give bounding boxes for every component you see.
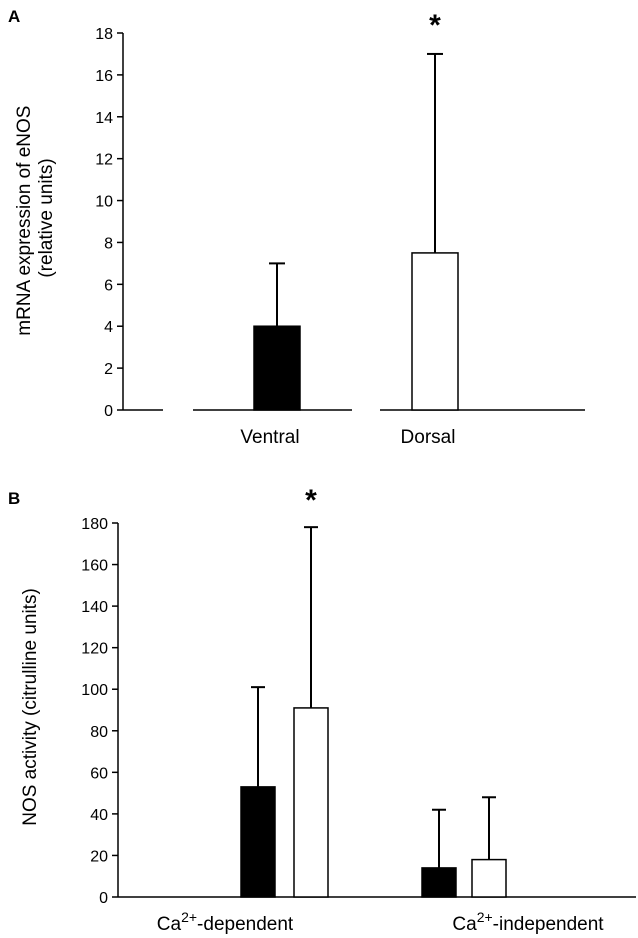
category-label-base: Ca bbox=[157, 914, 182, 935]
panel-b-y-axis-title: NOS activity (citrulline units) bbox=[20, 588, 41, 826]
panel-b-bar-g0-dorsal bbox=[293, 707, 329, 898]
panel-a-bar-dorsal bbox=[411, 252, 459, 411]
panel-a-chart: A mRNA expression of eNOS (relative unit… bbox=[8, 7, 585, 448]
panel-a-category-label: Ventral bbox=[240, 427, 299, 448]
panel-b-bar-g1-dorsal bbox=[471, 858, 507, 898]
panel-b-y-tick-label: 120 bbox=[81, 641, 108, 658]
panel-a-y-tick-label: 6 bbox=[104, 277, 113, 294]
panel-b-y-tick-label: 20 bbox=[90, 848, 108, 865]
panel-a-bar-ventral bbox=[253, 325, 301, 411]
panel-b-y-tick-label: 180 bbox=[81, 516, 108, 533]
panel-a-y-title-line-1: mRNA expression of eNOS bbox=[14, 106, 35, 336]
panel-a-y-tick-label: 8 bbox=[104, 235, 113, 252]
panel-a-y-title-line-2: (relative units) bbox=[36, 158, 57, 277]
panel-b-chart: B NOS activity (citrulline units) 0 20 40 6… bbox=[8, 484, 636, 935]
panel-b-letter: B bbox=[8, 489, 20, 508]
panel-a-y-tick-label: 12 bbox=[95, 152, 113, 169]
panel-b-bar-g1-ventral bbox=[421, 867, 457, 898]
panel-b-y-tick-label: 0 bbox=[99, 890, 108, 907]
panel-a-letter: A bbox=[8, 7, 20, 26]
panel-b-y-tick-label: 40 bbox=[90, 807, 108, 824]
panel-a-y-tick-label: 4 bbox=[104, 319, 113, 336]
category-label-base: Ca bbox=[452, 914, 477, 935]
panel-a-y-tick-label: 2 bbox=[104, 361, 113, 378]
significance-marker: * bbox=[429, 9, 441, 42]
panel-b-bar-g0-ventral bbox=[240, 786, 276, 898]
panel-b-y-tick-label: 100 bbox=[81, 682, 108, 699]
panel-b-y-tick-label: 80 bbox=[90, 724, 108, 741]
panel-b-category-label: Ca2+-independent bbox=[452, 909, 604, 935]
panel-a-y-axis-title: mRNA expression of eNOS (relative units) bbox=[14, 100, 57, 335]
category-label-superscript: 2+ bbox=[477, 909, 493, 925]
panel-b-category-label: Ca2+-dependent bbox=[157, 909, 294, 935]
panel-a-y-tick-label: 10 bbox=[95, 194, 113, 211]
panel-a-y-tick-label: 0 bbox=[104, 403, 113, 420]
panel-b-y-tick-label: 160 bbox=[81, 558, 108, 575]
panel-a-y-tick-label: 16 bbox=[95, 68, 113, 85]
panel-b-y-tick-label: 140 bbox=[81, 599, 108, 616]
panel-b-y-tick-label: 60 bbox=[90, 765, 108, 782]
category-label-superscript: 2+ bbox=[181, 909, 197, 925]
significance-marker: * bbox=[305, 484, 317, 517]
panel-a-y-tick-label: 14 bbox=[95, 110, 113, 127]
panel-a-y-tick-label: 18 bbox=[95, 26, 113, 43]
category-label-rest: -dependent bbox=[197, 914, 294, 935]
panel-a-category-label: Dorsal bbox=[401, 427, 456, 448]
category-label-rest: -independent bbox=[493, 914, 605, 935]
